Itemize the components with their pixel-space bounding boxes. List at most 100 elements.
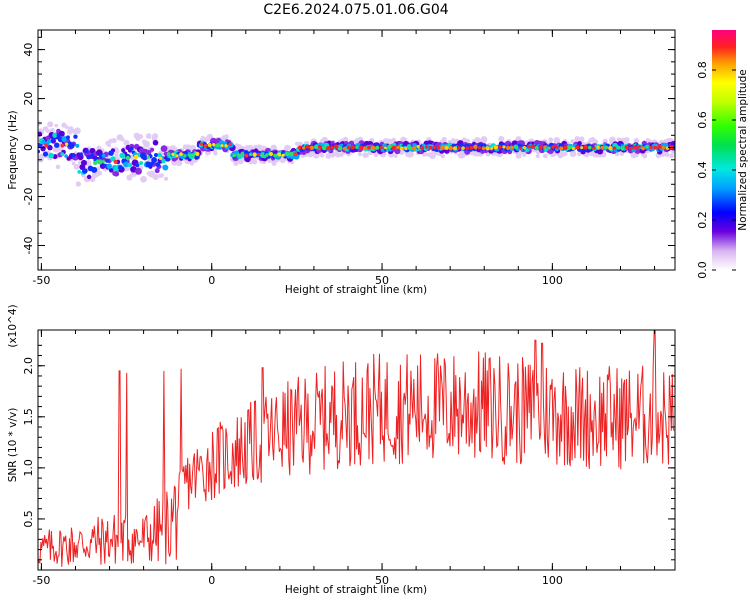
halo-point xyxy=(335,152,341,158)
halo-point xyxy=(113,148,120,155)
peak-point xyxy=(371,145,376,150)
band-point xyxy=(47,144,53,151)
band-point xyxy=(113,171,120,177)
peak-point xyxy=(493,145,499,150)
peak-point xyxy=(490,146,494,150)
core-point xyxy=(66,135,70,140)
spectrogram-y-label: Frequency (Hz) xyxy=(7,110,19,189)
peak-point xyxy=(530,144,535,149)
peak-point xyxy=(44,143,49,148)
core-point xyxy=(73,134,78,139)
y-tick-label: 2.0 xyxy=(22,357,35,375)
spectrogram-axes: -50 0 50 100 -40 -20 0 20 40 xyxy=(22,30,675,287)
peak-point xyxy=(268,151,274,157)
snr-scale-note: (x10^4) xyxy=(7,304,19,347)
peak-point xyxy=(424,145,428,149)
colorbar-label: Normalized spectral amplitude xyxy=(737,69,749,230)
x-tick-label: 50 xyxy=(375,574,389,587)
peak-point xyxy=(330,145,335,150)
y-tick-label: -40 xyxy=(22,237,35,255)
core-point xyxy=(86,154,91,160)
halo-point xyxy=(50,127,55,132)
peak-point xyxy=(436,145,441,150)
core-point xyxy=(75,143,80,148)
peak-point xyxy=(498,145,502,149)
halo-point xyxy=(669,153,674,159)
halo-point xyxy=(319,153,325,158)
x-tick-label: 100 xyxy=(542,574,563,587)
y-tick-label: 40 xyxy=(22,43,35,57)
halo-point xyxy=(574,136,581,143)
snr-x-label: Height of straight line (km) xyxy=(285,584,427,596)
peak-point xyxy=(632,145,638,150)
peak-point xyxy=(166,152,171,156)
snr-series-line xyxy=(38,330,675,567)
core-point xyxy=(90,153,95,158)
peak-point xyxy=(244,153,249,158)
band-point xyxy=(135,167,142,175)
colorbar-tick-label: 0.8 xyxy=(696,61,709,79)
snr-frame xyxy=(37,329,676,571)
halo-point xyxy=(623,137,630,143)
peak-point xyxy=(477,146,481,150)
peak-point xyxy=(232,153,237,158)
core-point xyxy=(105,158,110,163)
peak-point xyxy=(133,154,139,159)
colorbar-gradient xyxy=(712,30,736,270)
peak-point xyxy=(236,153,241,157)
peak-point xyxy=(191,153,196,157)
halo-point xyxy=(498,135,505,143)
halo-point xyxy=(75,181,82,187)
y-tick-label: 0 xyxy=(22,144,35,151)
peak-point xyxy=(175,154,179,158)
peak-point xyxy=(358,145,364,150)
peak-point xyxy=(187,153,191,157)
core-point xyxy=(79,152,83,157)
core-point xyxy=(117,165,123,171)
peak-point xyxy=(596,145,600,149)
halo-point xyxy=(480,136,488,143)
core-point xyxy=(145,161,152,168)
core-point xyxy=(155,162,161,167)
peak-point xyxy=(620,146,625,151)
peak-point xyxy=(657,144,662,150)
core-point xyxy=(48,152,54,159)
peak-point xyxy=(252,152,257,157)
halo-point xyxy=(163,176,169,181)
peak-point xyxy=(465,146,469,150)
halo-point xyxy=(160,173,165,178)
peak-point xyxy=(228,142,232,147)
peak-point xyxy=(289,151,294,157)
peak-point xyxy=(661,146,666,150)
x-tick-label: 100 xyxy=(542,274,563,287)
peak-point xyxy=(183,154,187,158)
peak-point xyxy=(93,160,98,166)
peak-point xyxy=(305,144,310,149)
halo-point xyxy=(576,151,582,157)
halo-point xyxy=(71,161,76,166)
peak-point xyxy=(60,143,65,148)
peak-point xyxy=(628,146,633,151)
peak-point xyxy=(485,146,490,151)
halo-point xyxy=(357,152,363,157)
peak-point xyxy=(313,144,319,150)
peak-point xyxy=(391,145,396,151)
band-point xyxy=(86,174,92,180)
halo-point xyxy=(45,128,50,134)
colorbar: 0.0 0.2 0.4 0.6 0.8 Normalized spectral ampl… xyxy=(696,30,749,279)
peak-point xyxy=(248,152,253,157)
peak-point xyxy=(146,155,151,159)
peak-point xyxy=(179,152,183,156)
core-point xyxy=(54,142,60,148)
halo-point xyxy=(664,151,670,157)
halo-point xyxy=(73,163,80,170)
core-point xyxy=(91,166,98,173)
peak-point xyxy=(543,145,547,149)
peak-point xyxy=(637,145,641,149)
peak-point xyxy=(400,146,404,150)
halo-point xyxy=(611,137,616,142)
halo-point xyxy=(602,138,608,144)
halo-point xyxy=(441,137,447,142)
peak-point xyxy=(215,143,220,148)
halo-point xyxy=(364,152,369,158)
